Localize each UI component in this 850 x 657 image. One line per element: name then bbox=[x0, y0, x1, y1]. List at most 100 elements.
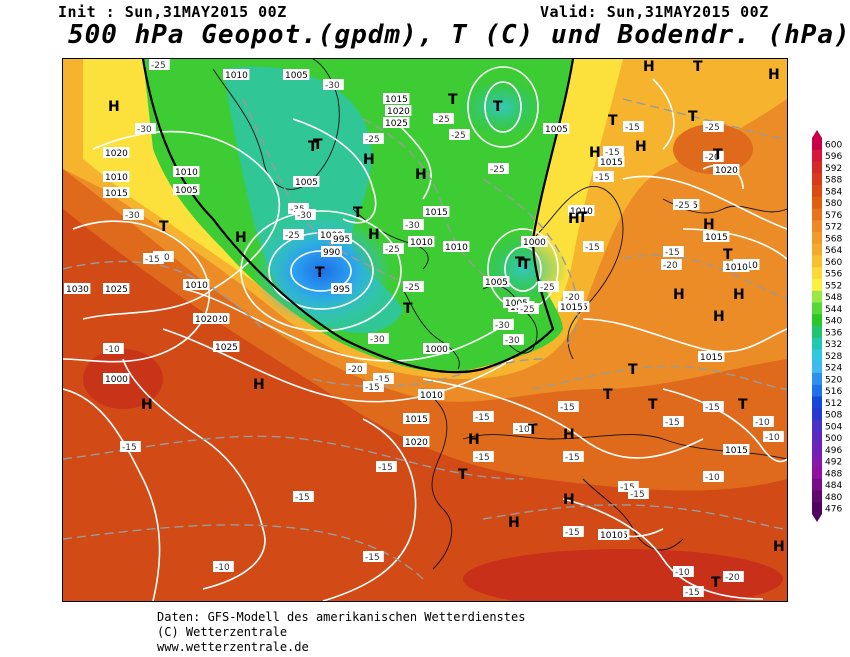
legend-swatch bbox=[812, 149, 822, 162]
svg-text:-30: -30 bbox=[125, 211, 140, 221]
svg-text:1020: 1020 bbox=[405, 438, 428, 448]
high-pressure-center: H bbox=[643, 59, 655, 75]
svg-text:995: 995 bbox=[333, 285, 350, 295]
weather-map: 1010 1005 1015 1020 1025 1020 1010 1005 1010 1015… bbox=[62, 58, 788, 602]
high-pressure-center: H bbox=[589, 145, 601, 161]
low-pressure-center: T bbox=[448, 92, 458, 108]
legend-swatch bbox=[812, 361, 822, 374]
high-pressure-center: H bbox=[508, 515, 520, 531]
svg-text:-15: -15 bbox=[145, 255, 160, 265]
legend-value: 528 bbox=[825, 352, 842, 362]
legend-swatch bbox=[812, 478, 822, 491]
legend-swatch bbox=[812, 408, 822, 421]
svg-text:-15: -15 bbox=[365, 383, 380, 393]
svg-text:1015: 1015 bbox=[705, 233, 728, 243]
legend-swatch bbox=[812, 431, 822, 444]
svg-text:1010: 1010 bbox=[175, 168, 198, 178]
legend-value: 548 bbox=[825, 293, 842, 303]
legend-swatch bbox=[812, 220, 822, 233]
svg-text:1010: 1010 bbox=[185, 281, 208, 291]
high-pressure-center: H bbox=[415, 167, 427, 183]
pressure-label: 1015 bbox=[423, 206, 450, 218]
pressure-label: 1010 bbox=[173, 166, 200, 178]
svg-text:-25: -25 bbox=[435, 115, 450, 125]
low-pressure-center: T bbox=[521, 257, 531, 273]
pressure-label: 1005 bbox=[543, 123, 570, 135]
temperature-label: -15 bbox=[623, 121, 644, 133]
svg-text:-15: -15 bbox=[565, 528, 580, 538]
legend-value: 536 bbox=[825, 328, 842, 338]
legend-swatch bbox=[812, 490, 822, 503]
temperature-label: -30 bbox=[368, 333, 389, 345]
legend-swatch bbox=[812, 396, 822, 409]
legend-value: 480 bbox=[825, 493, 842, 503]
legend-value: 580 bbox=[825, 199, 842, 209]
legend-value: 504 bbox=[825, 422, 842, 432]
legend-value: 576 bbox=[825, 211, 842, 221]
temperature-label: -15 bbox=[628, 488, 649, 500]
temperature-label: -10 bbox=[673, 566, 694, 578]
svg-text:-25: -25 bbox=[285, 231, 300, 241]
legend-swatch bbox=[812, 232, 822, 245]
high-pressure-center: H bbox=[235, 230, 247, 246]
legend-value: 572 bbox=[825, 223, 842, 233]
legend-value: 540 bbox=[825, 317, 842, 327]
svg-text:-20: -20 bbox=[663, 261, 678, 271]
svg-text:1015: 1015 bbox=[105, 189, 128, 199]
svg-text:-30: -30 bbox=[370, 335, 385, 345]
svg-text:-15: -15 bbox=[595, 173, 610, 183]
temperature-label: -15 bbox=[663, 246, 684, 258]
legend-swatch bbox=[812, 243, 822, 256]
map-title: 500 hPa Geopot.(gpdm), T (C) und Bodendr… bbox=[68, 20, 850, 50]
footer-copyright: (C) Wetterzentrale bbox=[157, 625, 288, 639]
temperature-label: -15 bbox=[703, 401, 724, 413]
legend-value: 484 bbox=[825, 481, 842, 491]
pressure-label: 1000 bbox=[423, 343, 450, 355]
legend-swatch bbox=[812, 326, 822, 339]
pressure-label: 1020 bbox=[193, 313, 220, 325]
low-pressure-center: T bbox=[458, 467, 468, 483]
svg-text:-25: -25 bbox=[490, 165, 505, 175]
svg-text:1010: 1010 bbox=[105, 173, 128, 183]
temperature-label: -15 bbox=[563, 526, 584, 538]
legend-swatch bbox=[812, 290, 822, 303]
legend-value: 584 bbox=[825, 187, 842, 197]
pressure-label: 1010 bbox=[568, 205, 595, 217]
legend-value: 516 bbox=[825, 387, 842, 397]
svg-text:-15: -15 bbox=[630, 490, 645, 500]
temperature-label: -25 bbox=[703, 121, 724, 133]
legend-swatch bbox=[812, 384, 822, 397]
init-time-label: Init : Sun,31MAY2015 00Z bbox=[58, 3, 287, 21]
svg-text:1010: 1010 bbox=[225, 71, 248, 81]
pressure-label: 995 bbox=[331, 283, 352, 295]
temperature-label: -25 bbox=[433, 113, 454, 125]
svg-text:-10: -10 bbox=[675, 568, 690, 578]
temperature-label: -15 bbox=[376, 461, 397, 473]
high-pressure-center: H bbox=[253, 377, 265, 393]
legend-value: 592 bbox=[825, 164, 842, 174]
temperature-label: -15 bbox=[473, 411, 494, 423]
svg-text:1015: 1015 bbox=[425, 208, 448, 218]
temperature-label: -15 bbox=[473, 451, 494, 463]
svg-text:1005: 1005 bbox=[285, 71, 308, 81]
legend-swatch bbox=[812, 161, 822, 174]
pressure-label: 1010 bbox=[598, 529, 625, 541]
svg-text:1015: 1015 bbox=[600, 158, 623, 168]
svg-text:1015: 1015 bbox=[700, 353, 723, 363]
legend-swatch bbox=[812, 502, 822, 515]
svg-text:1000: 1000 bbox=[425, 345, 448, 355]
svg-text:-30: -30 bbox=[297, 211, 312, 221]
legend-value: 512 bbox=[825, 399, 842, 409]
temperature-label: -25 bbox=[363, 133, 384, 145]
svg-text:1000: 1000 bbox=[523, 238, 546, 248]
temperature-label: -25 bbox=[449, 129, 470, 141]
low-pressure-center: T bbox=[578, 210, 588, 226]
low-pressure-center: T bbox=[713, 147, 723, 163]
svg-text:995: 995 bbox=[333, 235, 350, 245]
svg-text:-25: -25 bbox=[675, 201, 690, 211]
temperature-label: -15 bbox=[663, 416, 684, 428]
temperature-label: -10 bbox=[213, 561, 234, 573]
svg-text:1010: 1010 bbox=[600, 531, 623, 541]
low-pressure-center: T bbox=[648, 397, 658, 413]
